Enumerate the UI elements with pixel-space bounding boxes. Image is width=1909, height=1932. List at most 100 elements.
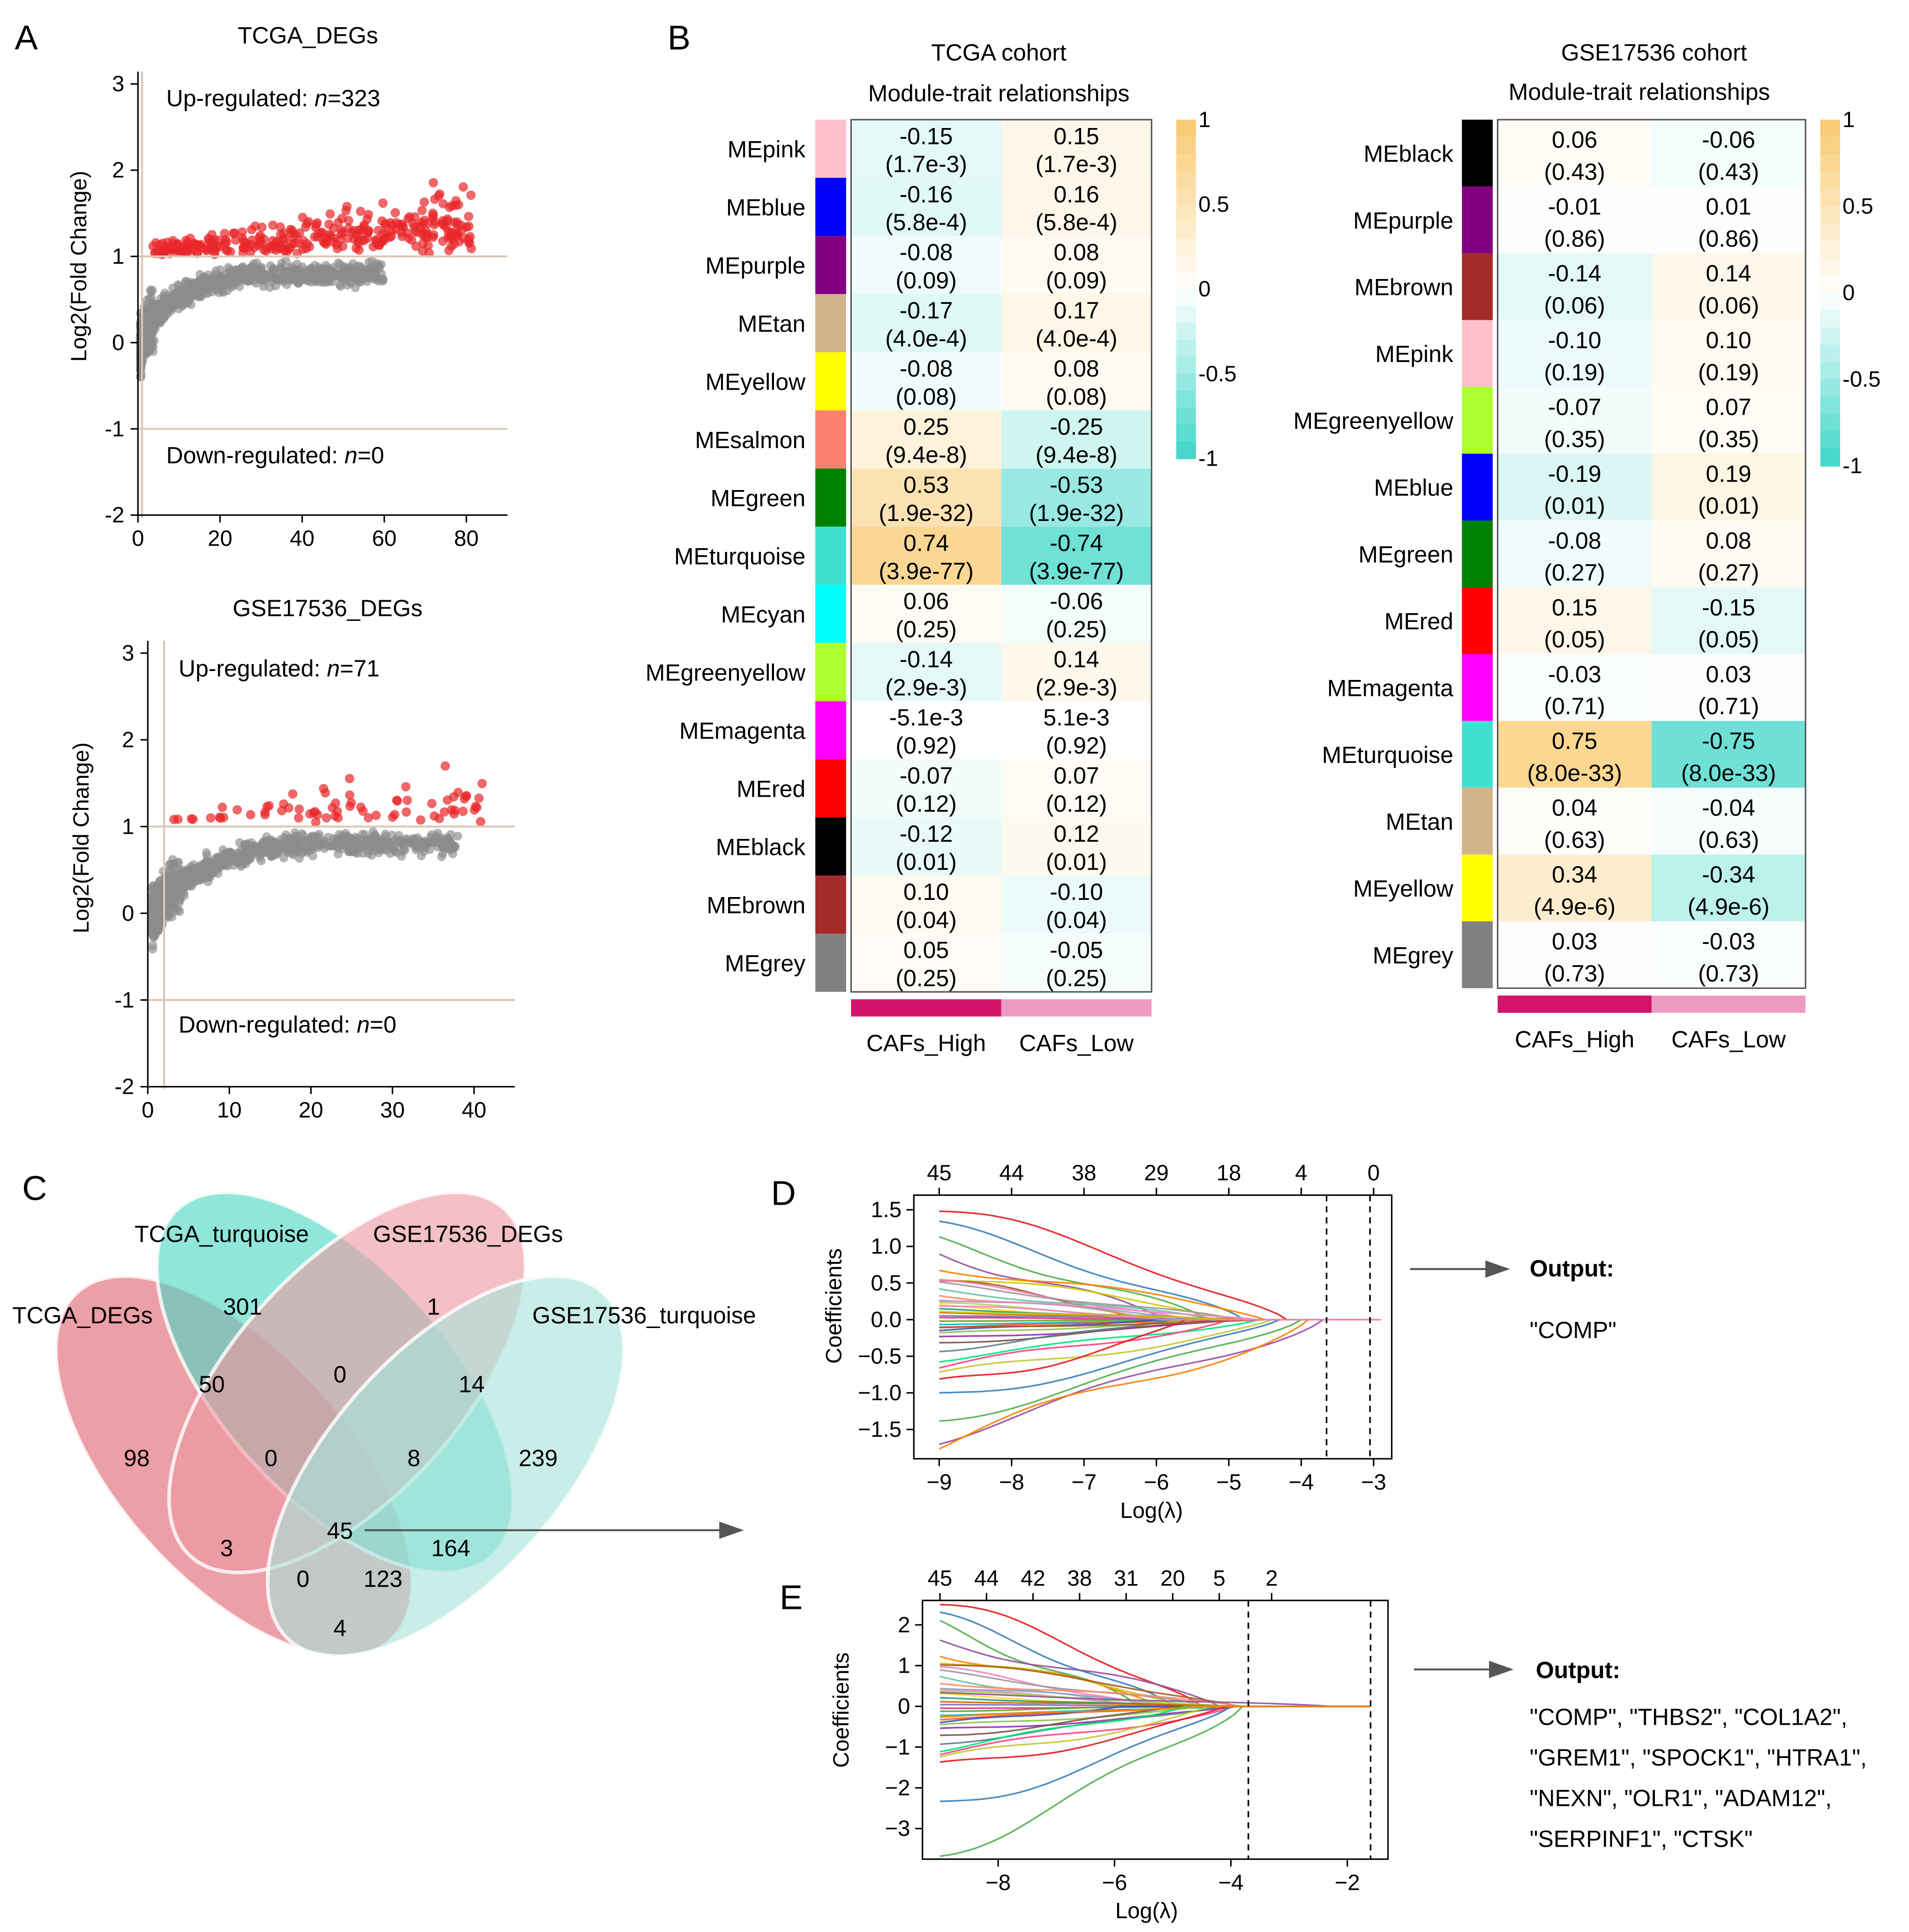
correlation-value: 0.34 (1552, 861, 1597, 888)
nonsig-point (362, 277, 372, 286)
gse-volcano-title: GSE17536_DEGs (233, 595, 422, 621)
panel-label-e: E (780, 1577, 803, 1616)
nonsig-point (142, 307, 151, 316)
y-tick-label: 1 (898, 1653, 910, 1678)
module-label: MEturquoise (1322, 742, 1453, 768)
top-tick-label: 44 (974, 1566, 999, 1591)
module-color-swatch (1462, 453, 1493, 521)
nonsig-point (148, 904, 158, 913)
tcga-heatmap-subtitle: Module-trait relationships (868, 80, 1130, 106)
colorbar-segment (1176, 340, 1196, 358)
module-color-swatch (1462, 253, 1493, 320)
p-value: (0.09) (1046, 267, 1107, 294)
heatmap-cell (1651, 253, 1806, 320)
upregulated-point (255, 231, 265, 241)
coefficient-path (939, 1639, 1371, 1707)
gse-volcano-ylabel: Log2(Fold Change) (69, 742, 94, 933)
module-label: MEblue (1374, 475, 1453, 501)
colorbar-tick-label: -1 (1842, 453, 1862, 478)
y-tick-label: −1.0 (858, 1381, 902, 1405)
heatmap-cell (1497, 854, 1652, 921)
coefficient-path (939, 1305, 1381, 1321)
upregulated-point (319, 238, 329, 248)
nonsig-point (220, 278, 230, 287)
coefficient-path (939, 1317, 1381, 1321)
heatmap-cell (1497, 587, 1652, 654)
colorbar-tick-label: -0.5 (1842, 367, 1880, 392)
venn-count: 301 (223, 1293, 262, 1320)
heatmap-cell (851, 468, 1001, 527)
nonsig-point (156, 886, 165, 895)
correlation-value: 0.07 (1054, 762, 1099, 789)
output-arrow-e-head (1489, 1660, 1514, 1678)
lasso-gse-xlabel: Log(λ) (1115, 1899, 1178, 1924)
module-color-swatch (1462, 787, 1493, 855)
heatmap-cell (1497, 387, 1652, 454)
nonsig-point (168, 872, 177, 881)
trait-label: CAFs_High (866, 1030, 986, 1056)
p-value: (0.25) (1046, 616, 1107, 642)
trait-label: CAFs_Low (1019, 1030, 1134, 1056)
correlation-value: -0.04 (1702, 795, 1755, 821)
upregulated-point (271, 245, 281, 255)
upregulated-point (314, 229, 324, 239)
upregulated-point (290, 238, 300, 248)
venn-arrow-head (719, 1521, 744, 1539)
nonsig-point (187, 300, 195, 309)
colorbar-segment (1820, 310, 1840, 328)
y-tick-label: 2 (898, 1613, 910, 1638)
correlation-value: -0.25 (1050, 414, 1103, 440)
nonsig-point (348, 268, 358, 278)
top-tick-label: 31 (1114, 1566, 1139, 1591)
venn-diagram: TCGA_DEGs TCGA_turquoise GSE17536_DEGs G… (12, 1190, 756, 1658)
correlation-value: -0.17 (900, 297, 953, 324)
correlation-value: 0.10 (1706, 327, 1751, 353)
module-color-swatch (815, 643, 846, 702)
coefficient-path (939, 1706, 1371, 1857)
upregulated-point (288, 789, 298, 799)
correlation-value: -0.08 (1548, 528, 1601, 554)
module-color-swatch (815, 759, 846, 818)
coefficient-path (939, 1236, 1381, 1321)
nonsig-point (190, 290, 200, 300)
module-color-swatch (815, 294, 846, 353)
venn-count: 0 (264, 1445, 278, 1472)
nonsig-point (281, 256, 291, 265)
upregulated-point (225, 247, 235, 257)
nonsig-point (225, 268, 234, 277)
upregulated-point (173, 815, 183, 824)
heatmap-cell (1497, 521, 1652, 588)
nonsig-point (294, 265, 303, 275)
heatmap-cell (1651, 921, 1806, 989)
nonsig-point (321, 261, 331, 270)
heatmap-cell (851, 178, 1001, 236)
output-e-gene-line: "NEXN", "OLR1", "ADAM12", (1530, 1785, 1832, 1811)
colorbar-segment (1176, 323, 1196, 341)
output-d-gene: "COMP" (1530, 1317, 1616, 1343)
colorbar-segment (1176, 408, 1196, 425)
correlation-value: 0.14 (1054, 646, 1099, 672)
heatmap-cell (1001, 585, 1152, 643)
p-value: (0.35) (1698, 426, 1759, 452)
tcga-heatmap: TCGA cohort Module-trait relationships M… (646, 39, 1237, 1056)
upregulated-point (401, 782, 411, 792)
p-value: (0.43) (1544, 158, 1605, 185)
correlation-value: 0.03 (1552, 928, 1597, 955)
panel-label-b: B (668, 18, 691, 57)
colorbar-segment (1176, 153, 1196, 172)
module-label: MEred (1384, 608, 1453, 634)
upregulated-point (402, 795, 412, 805)
upregulated-point (325, 209, 335, 219)
module-label: MEyellow (706, 369, 806, 395)
upregulated-point (158, 245, 168, 255)
p-value: (0.35) (1544, 426, 1605, 452)
colorbar-tick-label: -0.5 (1198, 362, 1236, 386)
y-tick-label: 0 (112, 330, 124, 355)
trait-color-bar (1001, 999, 1152, 1017)
module-label: MEpurple (706, 253, 806, 279)
upregulated-point (349, 226, 359, 235)
gse-down-label: Down-regulated: n=0 (179, 1011, 397, 1038)
coefficient-path (939, 1706, 1371, 1724)
coefficient-path (939, 1706, 1371, 1758)
module-color-swatch (1462, 320, 1493, 387)
